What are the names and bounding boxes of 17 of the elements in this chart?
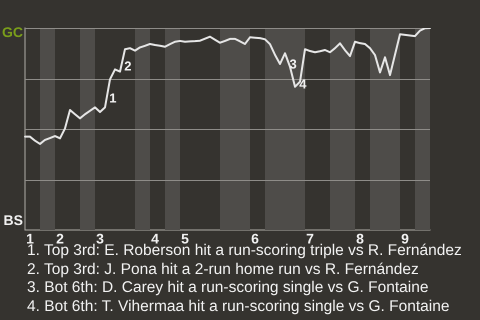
x-tick-label: 9 (401, 230, 410, 246)
x-tick-label: 8 (356, 230, 364, 246)
x-tick-label: 5 (181, 230, 190, 246)
annotation: 4 (299, 76, 308, 92)
annotation: 2 (124, 58, 132, 74)
annotation: 1 (109, 90, 116, 106)
x-tick-label: 2 (56, 230, 64, 246)
x-tick-label: 6 (251, 230, 260, 246)
annotation: 3 (289, 56, 297, 72)
text: BS (4, 212, 23, 228)
x-tick-label: 7 (306, 230, 314, 246)
text: 2. Top 3rd: J. Pona hit a 2-run home run vs R. Fernández (27, 260, 420, 280)
text: 3. Bot 6th: D. Carey hit a run-scoring single vs G. Fontaine (27, 279, 430, 298)
x-tick-label: 4 (151, 230, 160, 246)
text: GC (2, 24, 23, 40)
text: 4. Bot 6th: T. Vihermaa hit a run-scoring single vs G. Fontaine (27, 298, 450, 317)
x-tick-label: 3 (96, 230, 104, 246)
